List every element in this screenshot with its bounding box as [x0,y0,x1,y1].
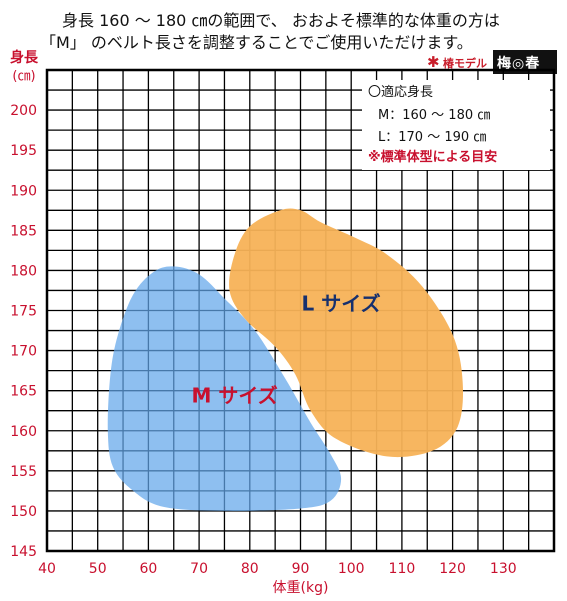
y-tick-label: 155 [10,464,37,480]
x-tick-label: 50 [89,561,107,577]
y-axis-unit: (㎝) [12,69,35,84]
header-line-1: 身長 160 ～ 180 ㎝の範囲で、 おおよそ標準的な体重の方は [62,11,500,30]
y-tick-label: 190 [10,183,37,199]
y-axis-label: 身長 [10,49,39,66]
y-tick-label: 185 [10,223,37,239]
header-line-2: 「M」 のベルト長さを調整することでご使用いただけます。 [40,33,473,52]
y-tick-label: 150 [10,504,37,520]
y-tick-label: 165 [10,384,37,400]
legend-entry: L：170 ～ 190 ㎝ [378,130,486,145]
l-size-area [229,208,464,458]
x-tick-label: 90 [292,561,310,577]
legend-box [362,80,550,170]
m-size-label: M サイズ [191,384,277,408]
x-tick-label: 110 [389,561,416,577]
y-tick-label: 195 [10,143,37,159]
y-tick-label: 175 [10,304,37,320]
x-tick-label: 70 [190,561,208,577]
y-tick-label: 160 [10,424,37,440]
y-tick-label: 170 [10,344,37,360]
x-axis-label: 体重(kg) [273,580,329,596]
y-tick-label: 180 [10,263,37,279]
l-size-label: L サイズ [302,292,381,316]
y-tick-label: 145 [10,544,37,560]
legend-entry: M：160 ～ 180 ㎝ [378,108,490,123]
plot-frame [45,68,556,553]
x-tick-label: 130 [490,561,517,577]
legend-title: 〇適応身長 [368,84,433,100]
x-tick-label: 80 [241,561,259,577]
m-size-area [107,266,342,511]
brand-logo-right-text: 梅◎春 [497,56,541,72]
x-tick-label: 100 [338,561,365,577]
brand-logo-left-text: 椿モデル [443,57,487,70]
y-tick-label: 200 [10,103,37,119]
star-mark-icon: ✱ [427,53,440,71]
x-tick-label: 40 [38,561,56,577]
x-tick-label: 120 [439,561,466,577]
legend-note: ※標準体型による目安 [368,149,497,165]
x-tick-label: 60 [139,561,157,577]
